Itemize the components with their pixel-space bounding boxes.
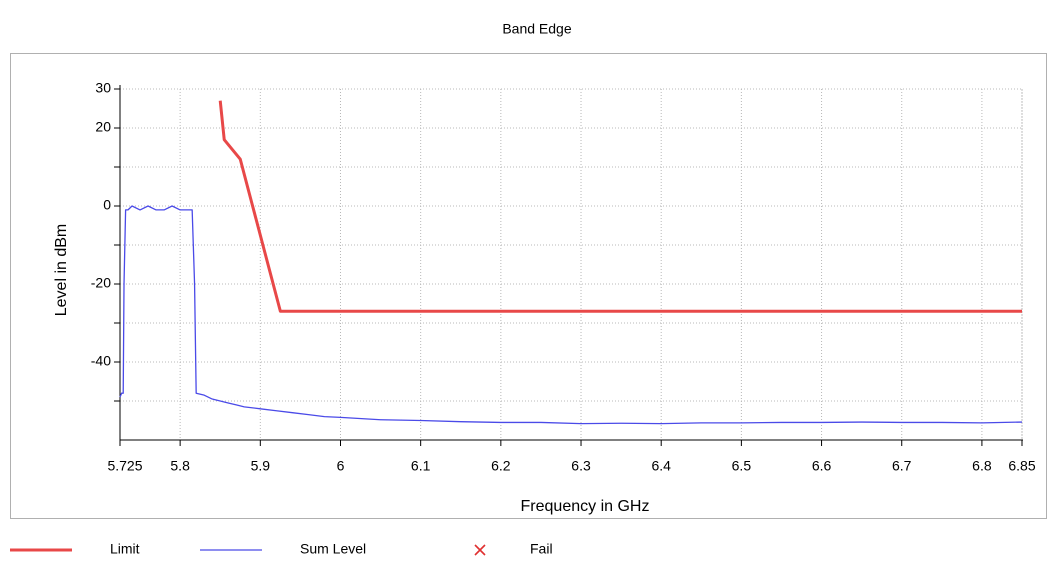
x-tick-label: 5.9 [251, 458, 271, 474]
x-tick-label: 6.5 [732, 458, 752, 474]
chart-title: Band Edge [502, 21, 571, 37]
x-tick-label: 6.4 [651, 458, 671, 474]
chart-frame [10, 53, 1047, 519]
x-tick-label: 6.8 [972, 458, 992, 474]
x-axis-label: Frequency in GHz [521, 498, 650, 515]
x-tick-label: 5.725 [107, 458, 142, 474]
y-tick-label: -20 [91, 275, 111, 291]
x-tick-label: 6.85 [1008, 458, 1035, 474]
legend-label: Sum Level [300, 541, 366, 557]
y-tick-label: 30 [95, 80, 111, 96]
series-line [218, 100, 1022, 313]
x-tick-label: 6.3 [571, 458, 591, 474]
legend-label: Limit [110, 541, 140, 557]
y-axis-label: Level in dBm [53, 224, 70, 317]
series-line [119, 205, 1023, 425]
x-tick-label: 5.8 [170, 458, 190, 474]
x-tick-label: 6.1 [411, 458, 431, 474]
y-tick-label: 0 [103, 197, 111, 213]
x-tick-label: 6.7 [892, 458, 912, 474]
x-tick-label: 6.2 [491, 458, 511, 474]
x-tick-label: 6 [337, 458, 345, 474]
legend-label: Fail [530, 541, 553, 557]
legend-marker [474, 544, 486, 556]
x-tick-label: 6.6 [812, 458, 832, 474]
y-tick-label: 20 [95, 119, 111, 135]
y-tick-label: -40 [91, 353, 111, 369]
